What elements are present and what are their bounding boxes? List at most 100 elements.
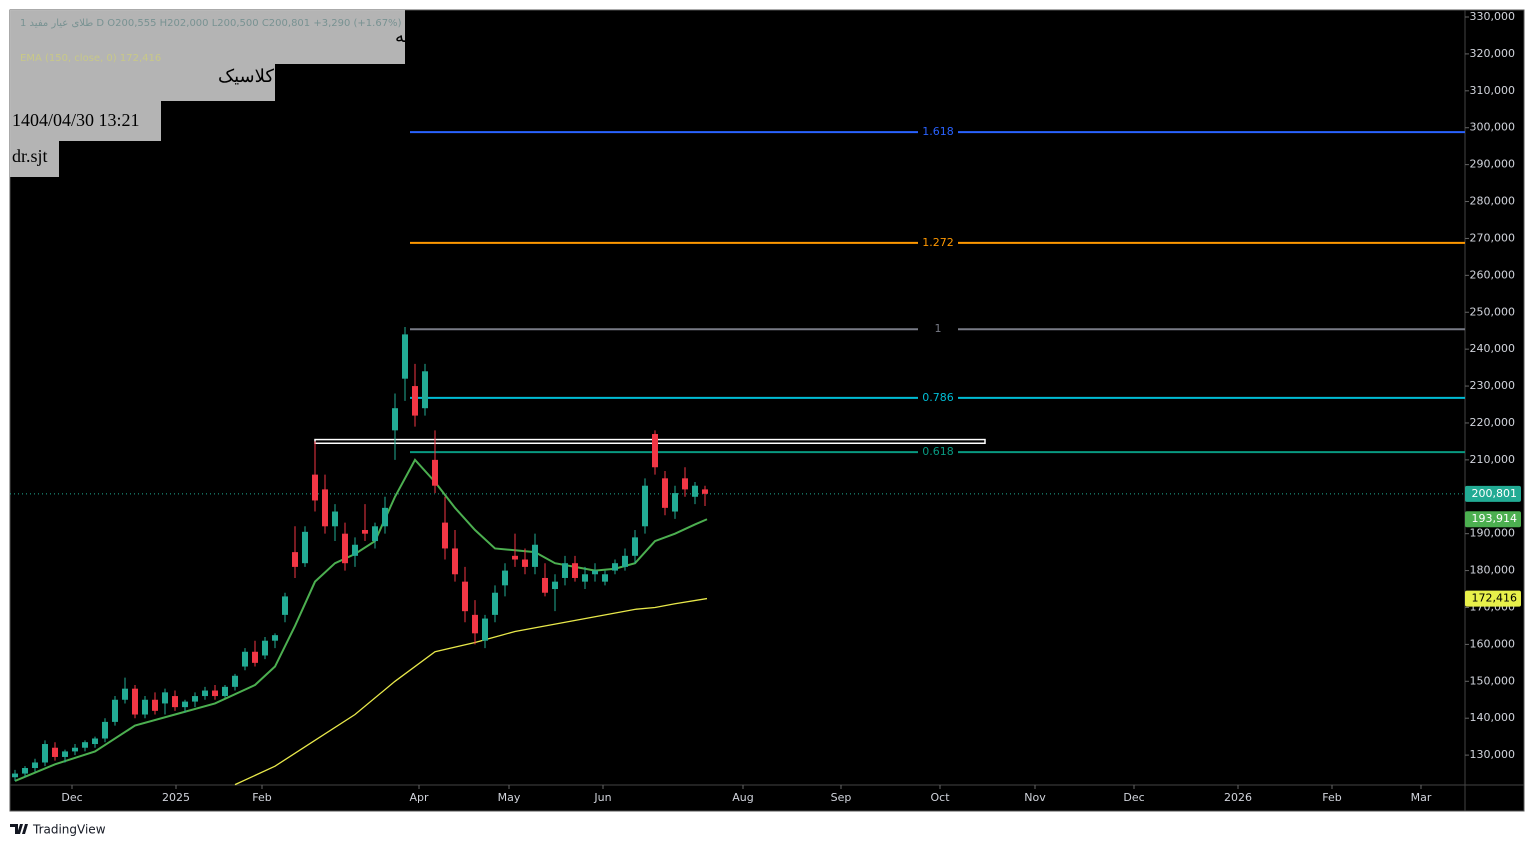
overlay-title: عیار (طلای عیار مفید) / صندوق سرمایه گذا…	[395, 25, 821, 47]
x-tick-label: Feb	[252, 791, 271, 804]
candle-body	[612, 563, 618, 571]
candle-body	[542, 577, 548, 593]
footer-logo: TradingView	[10, 823, 106, 837]
candle-body	[392, 408, 398, 431]
candle-body	[382, 507, 388, 527]
candle-body	[132, 688, 138, 715]
fib-label-bg	[918, 390, 958, 405]
candle-body	[592, 570, 598, 575]
candle-body	[192, 696, 198, 702]
x-tick-label: 2025	[162, 791, 190, 804]
overlay-author: dr.sjt	[12, 146, 48, 166]
candle-body	[582, 574, 588, 582]
y-tick-label: 240,000	[1470, 342, 1516, 355]
fib-label: 0.618	[922, 445, 954, 458]
x-tick-label: 2026	[1224, 791, 1252, 804]
y-tick-label: 160,000	[1470, 637, 1516, 650]
candle-body	[92, 738, 98, 745]
candle-body	[662, 478, 668, 508]
candle-body	[42, 744, 48, 763]
candle-body	[142, 699, 148, 715]
candle-body	[372, 526, 378, 542]
candle-body	[572, 563, 578, 578]
candle-body	[292, 552, 298, 567]
candle-body	[72, 747, 78, 752]
overlay-box	[10, 64, 275, 101]
candle-body	[172, 696, 178, 708]
candle-body	[22, 768, 28, 774]
candle-body	[492, 592, 498, 615]
candle-body	[502, 570, 508, 586]
fib-label-bg	[918, 235, 958, 250]
y-tick-label: 330,000	[1470, 10, 1516, 23]
y-tick-label: 180,000	[1470, 564, 1516, 577]
chart-background	[9, 9, 1525, 812]
y-tick-label: 280,000	[1470, 195, 1516, 208]
x-tick-label: Apr	[409, 791, 429, 804]
candle-body	[262, 640, 268, 656]
candle-body	[362, 529, 368, 534]
candle-body	[332, 511, 338, 527]
y-tick-label: 290,000	[1470, 158, 1516, 171]
x-tick-label: Sep	[831, 791, 852, 804]
candle-body	[182, 701, 188, 708]
overlay-datetime: 1404/04/30 13:21	[12, 110, 140, 130]
overlay-box	[10, 101, 161, 141]
candle-body	[212, 690, 218, 697]
candle-body	[402, 334, 408, 379]
candle-body	[162, 692, 168, 704]
price-label-bg	[1465, 511, 1521, 528]
ema-line	[14, 458, 708, 782]
fib-label: 0.786	[922, 391, 954, 404]
candle-body	[62, 751, 68, 757]
candle-body	[672, 493, 678, 512]
fib-label-bg	[918, 125, 958, 140]
overlay: عیار (طلای عیار مفید) / صندوق سرمایه گذا…	[10, 10, 821, 177]
candle-body	[462, 581, 468, 612]
candle-body	[82, 742, 88, 748]
y-tick-label: 230,000	[1470, 379, 1516, 392]
candle-body	[312, 474, 318, 501]
overlay-subtitle: روزانه / آخرین قیمت / کلاسیک	[218, 65, 439, 87]
candle-body	[552, 581, 558, 590]
candle-body	[252, 651, 258, 663]
candle-body	[112, 699, 118, 722]
candle-body	[622, 555, 628, 567]
x-tick-label: Mar	[1411, 791, 1432, 804]
candle-body	[52, 747, 58, 757]
candle-body	[472, 614, 478, 634]
y-tick-label: 270,000	[1470, 231, 1516, 244]
x-tick-label: May	[498, 791, 521, 804]
candle-body	[152, 699, 158, 711]
y-tick-label: 260,000	[1470, 268, 1516, 281]
candle-body	[602, 574, 608, 582]
candle-body	[682, 478, 688, 490]
candle-body	[272, 635, 278, 641]
y-tick-label: 320,000	[1470, 47, 1516, 60]
candle-body	[412, 386, 418, 416]
overlay-box	[10, 10, 405, 64]
fib-label: 1.272	[922, 236, 954, 249]
candle-body	[322, 489, 328, 527]
candle-body	[652, 434, 658, 468]
price-label: 200,801	[1472, 487, 1518, 500]
y-tick-label: 130,000	[1470, 748, 1516, 761]
legend-ema: EMA (150, close, 0) 172,416	[20, 53, 161, 64]
x-tick-label: Jun	[593, 791, 611, 804]
x-tick-label: Dec	[61, 791, 82, 804]
candle-body	[222, 686, 228, 697]
y-tick-label: 310,000	[1470, 84, 1516, 97]
candle-body	[452, 548, 458, 575]
candle-body	[442, 522, 448, 549]
candle-body	[102, 721, 108, 739]
x-tick-label: Nov	[1024, 791, 1046, 804]
y-tick-label: 220,000	[1470, 416, 1516, 429]
x-tick-label: Aug	[732, 791, 753, 804]
candle-body	[562, 563, 568, 578]
y-tick-label: 190,000	[1470, 527, 1516, 540]
candle-body	[242, 651, 248, 667]
footer-brand: TradingView	[32, 823, 106, 837]
y-tick-label: 300,000	[1470, 121, 1516, 134]
fib-label-bg	[918, 445, 958, 460]
price-label: 172,416	[1472, 592, 1518, 605]
